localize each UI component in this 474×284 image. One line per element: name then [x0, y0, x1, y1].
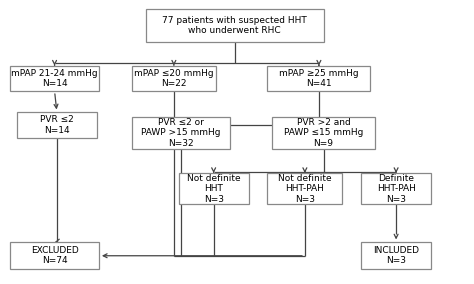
Text: Not definite
HHT
N=3: Not definite HHT N=3: [187, 174, 240, 204]
FancyBboxPatch shape: [179, 173, 249, 204]
FancyBboxPatch shape: [267, 66, 370, 91]
Text: Definite
HHT-PAH
N=3: Definite HHT-PAH N=3: [377, 174, 416, 204]
FancyBboxPatch shape: [10, 242, 99, 269]
FancyBboxPatch shape: [361, 242, 431, 269]
FancyBboxPatch shape: [267, 173, 342, 204]
Text: 77 patients with suspected HHT
who underwent RHC: 77 patients with suspected HHT who under…: [162, 16, 307, 35]
Text: PVR ≤2
N=14: PVR ≤2 N=14: [40, 115, 74, 135]
FancyBboxPatch shape: [132, 116, 230, 149]
Text: EXCLUDED
N=74: EXCLUDED N=74: [31, 246, 78, 266]
FancyBboxPatch shape: [10, 66, 99, 91]
FancyBboxPatch shape: [132, 66, 216, 91]
FancyBboxPatch shape: [17, 112, 97, 138]
Text: Not definite
HHT-PAH
N=3: Not definite HHT-PAH N=3: [278, 174, 332, 204]
FancyBboxPatch shape: [272, 116, 375, 149]
Text: mPAP 21-24 mmHg
N=14: mPAP 21-24 mmHg N=14: [11, 69, 98, 88]
Text: INCLUDED
N=3: INCLUDED N=3: [373, 246, 419, 266]
Text: PVR ≤2 or
PAWP >15 mmHg
N=32: PVR ≤2 or PAWP >15 mmHg N=32: [141, 118, 220, 148]
Text: mPAP ≥25 mmHg
N=41: mPAP ≥25 mmHg N=41: [279, 69, 359, 88]
FancyBboxPatch shape: [146, 9, 324, 42]
FancyBboxPatch shape: [361, 173, 431, 204]
Text: PVR >2 and
PAWP ≤15 mmHg
N=9: PVR >2 and PAWP ≤15 mmHg N=9: [284, 118, 363, 148]
Text: mPAP ≤20 mmHg
N=22: mPAP ≤20 mmHg N=22: [134, 69, 214, 88]
